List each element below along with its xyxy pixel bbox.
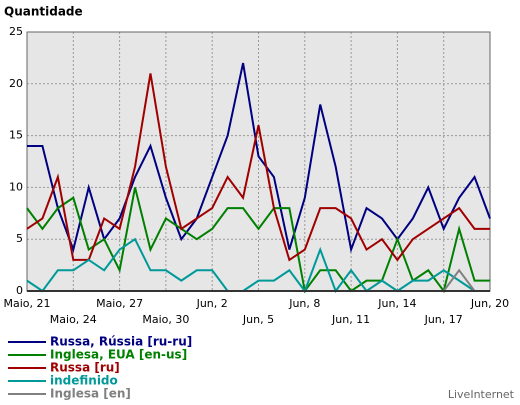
x-tick-label: Maio, 27: [96, 297, 143, 310]
x-tick-label: Jun, 20: [470, 297, 509, 310]
x-tick-label: Maio, 30: [142, 313, 189, 326]
x-tick-label: Jun, 8: [288, 297, 320, 310]
y-tick-label: 20: [9, 77, 23, 90]
y-tick-label: 25: [9, 25, 23, 38]
y-tick-label: 15: [9, 129, 23, 142]
legend-label: Inglesa [en]: [50, 387, 131, 401]
y-tick-label: 0: [16, 284, 23, 297]
x-tick-label: Maio, 24: [50, 313, 97, 326]
legend-label: indefinido: [50, 374, 118, 388]
y-axis-title: Quantidade: [4, 5, 83, 19]
y-tick-label: 5: [16, 232, 23, 245]
x-tick-label: Maio, 21: [3, 297, 50, 310]
x-tick-label: Jun, 2: [196, 297, 228, 310]
x-tick-label: Jun, 17: [424, 313, 463, 326]
x-tick-label: Jun, 11: [331, 313, 370, 326]
legend-label: Russa, Rússia [ru-ru]: [50, 335, 192, 349]
x-tick-label: Jun, 5: [242, 313, 274, 326]
x-tick-label: Jun, 14: [377, 297, 416, 310]
series-line: [26, 73, 490, 262]
legend-label: Inglesa, EUA [en-us]: [50, 348, 187, 362]
credit: LiveInternet: [448, 388, 515, 401]
legend-label: Russa [ru]: [50, 361, 120, 375]
y-tick-label: 10: [9, 180, 23, 193]
series-line: [26, 237, 490, 294]
